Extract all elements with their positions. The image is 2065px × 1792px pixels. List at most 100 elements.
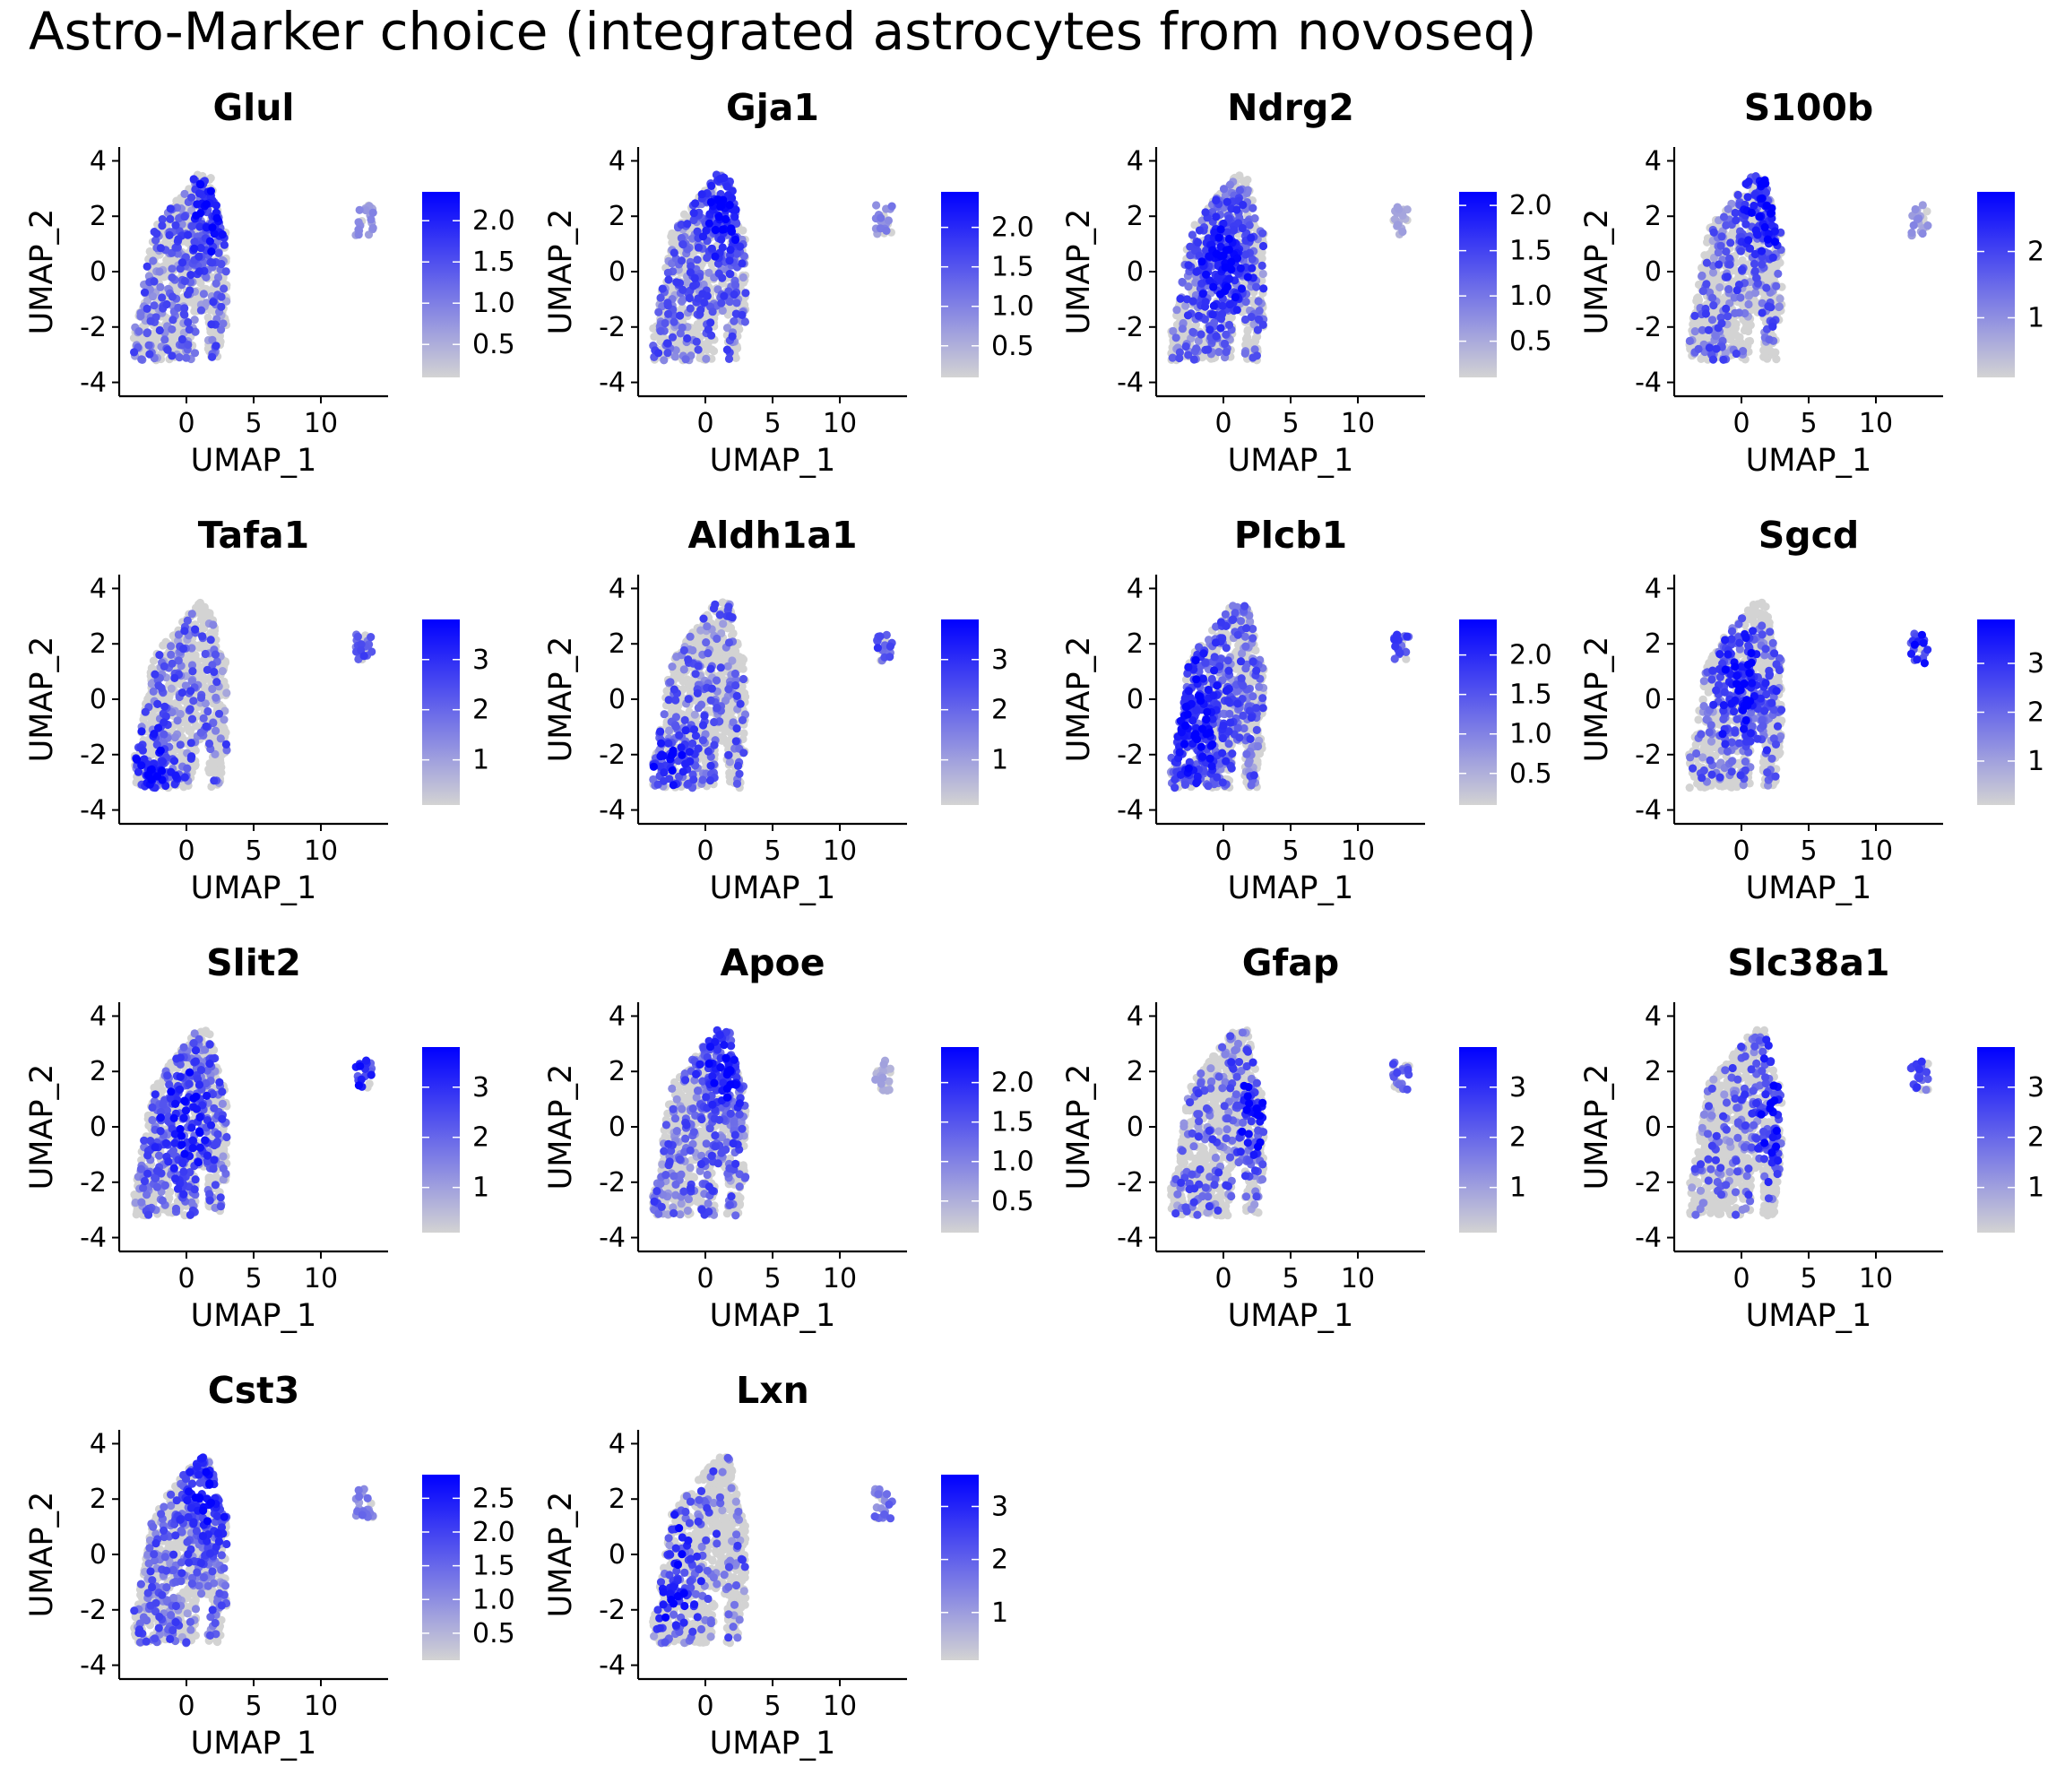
cell-point	[160, 335, 168, 343]
cell-point	[215, 710, 223, 718]
cell-point	[702, 227, 710, 235]
cell-point	[1698, 272, 1706, 280]
cell-point	[1767, 210, 1775, 218]
cell-point	[212, 651, 220, 659]
cell-point	[729, 333, 737, 341]
cell-point	[198, 632, 206, 640]
colorbar-tick-label: 1.0	[991, 291, 1034, 323]
colorbar	[422, 619, 460, 805]
cell-point	[168, 685, 176, 693]
cell-point	[659, 285, 667, 293]
cell-point	[171, 771, 179, 779]
feature-panel-gja1: Gja10 5 10-4-2024UMAP_1UMAP_20.51.01.52.0	[543, 86, 1034, 479]
cell-point	[1244, 273, 1252, 281]
cell-point	[1706, 343, 1714, 351]
cell-point	[212, 342, 220, 350]
cell-point	[657, 294, 665, 302]
cell-point	[1722, 305, 1730, 313]
cell-point	[731, 236, 739, 244]
cell-point	[1686, 337, 1694, 345]
cell-point	[142, 708, 150, 716]
y-tick-label: 4	[1127, 145, 1144, 177]
cell-point	[207, 636, 215, 644]
cell-point	[160, 731, 168, 739]
cell-point	[725, 256, 733, 264]
cell-point	[1697, 355, 1705, 363]
x-tick-label: 5	[1282, 408, 1299, 439]
cell-point	[160, 703, 168, 711]
y-tick-label: 2	[90, 628, 107, 660]
cell-point	[1205, 325, 1214, 333]
cell-point	[1225, 246, 1233, 254]
panel-title: S100b	[1744, 86, 1873, 129]
cell-point	[196, 601, 204, 609]
cell-point	[1761, 223, 1769, 231]
cell-point	[202, 723, 210, 731]
colorbar-tick-label: 0.5	[991, 331, 1034, 362]
cell-point	[717, 236, 725, 244]
cell-point	[152, 229, 160, 238]
cell-point	[1223, 283, 1231, 291]
cell-point	[186, 325, 194, 333]
cell-point	[1223, 198, 1231, 206]
cell-point	[1189, 297, 1197, 305]
cell-point	[1244, 326, 1252, 334]
cell-point	[888, 203, 896, 211]
cell-point	[726, 201, 734, 209]
cell-point	[672, 278, 680, 286]
cell-point	[174, 235, 182, 243]
cell-point	[147, 766, 155, 774]
y-tick-label: -4	[80, 795, 107, 827]
cell-point	[718, 274, 726, 282]
cell-point	[1214, 234, 1223, 242]
cell-point	[1758, 260, 1766, 268]
cell-point	[1703, 259, 1711, 267]
cell-point	[178, 688, 186, 697]
panel-title: Ndrg2	[1227, 86, 1354, 129]
cell-point	[188, 667, 196, 675]
x-tick-label: 5	[1800, 408, 1817, 439]
x-tick-label: 10	[304, 408, 338, 439]
cell-point	[1221, 340, 1229, 348]
cell-point	[1764, 236, 1772, 244]
cell-point	[1219, 252, 1227, 260]
cell-point	[719, 226, 727, 234]
cell-point	[209, 620, 217, 628]
cell-point	[1718, 232, 1726, 240]
cell-point	[170, 757, 178, 765]
cell-point	[1196, 226, 1204, 234]
cell-point	[160, 662, 168, 671]
cell-point	[1212, 212, 1220, 221]
colorbar-legend: 0.51.01.52.0	[422, 192, 515, 377]
x-axis-label: UMAP_1	[1228, 443, 1354, 479]
cell-point	[145, 342, 153, 350]
cell-point	[155, 267, 163, 275]
cell-point	[1736, 293, 1744, 301]
cell-point	[1188, 328, 1197, 336]
cell-point	[1923, 221, 1931, 229]
cell-point	[195, 189, 203, 197]
y-tick-label: 2	[609, 201, 626, 232]
cell-point	[187, 194, 195, 202]
cell-point	[708, 245, 716, 253]
cell-point	[706, 318, 714, 326]
colorbar-tick-label: 1.0	[1509, 281, 1552, 312]
cell-point	[130, 348, 138, 356]
cell-point	[158, 293, 166, 301]
cell-point	[1708, 316, 1716, 324]
cell-point	[202, 650, 210, 658]
cell-point	[1724, 205, 1732, 213]
cell-point	[151, 671, 159, 679]
cell-point	[180, 311, 188, 319]
cell-point	[208, 223, 216, 231]
cell-point	[220, 284, 228, 292]
cell-point	[367, 647, 376, 655]
cell-point	[1768, 323, 1776, 331]
cell-point	[1745, 177, 1753, 186]
cell-point	[663, 339, 671, 347]
cell-point	[186, 705, 194, 713]
cell-point	[206, 237, 214, 245]
cell-point	[670, 318, 678, 326]
cell-point	[739, 273, 747, 281]
cell-point	[1750, 202, 1758, 210]
